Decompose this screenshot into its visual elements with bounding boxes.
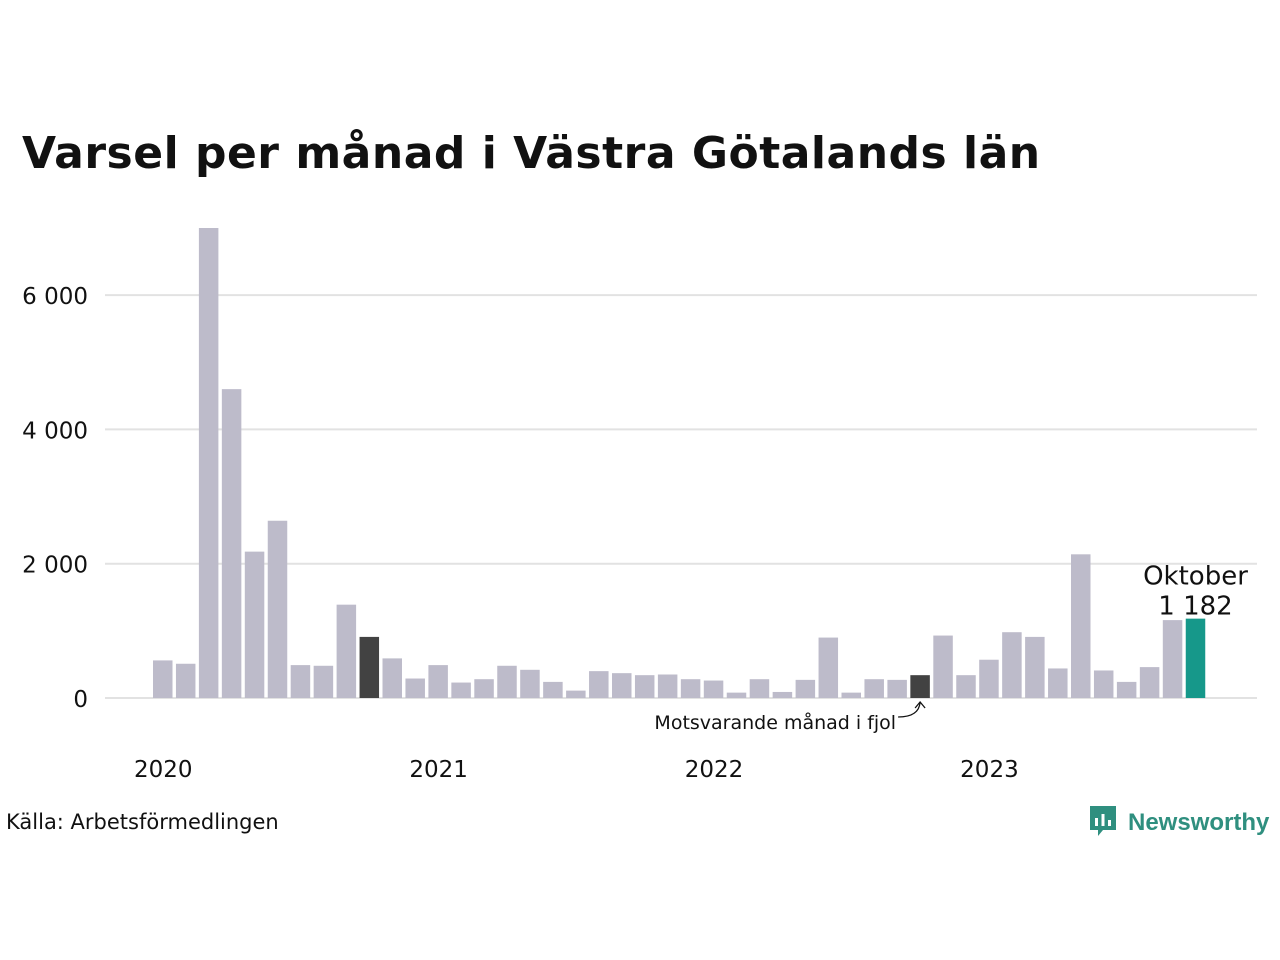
bar [1093, 670, 1114, 698]
bar [887, 679, 907, 698]
bar [772, 691, 793, 698]
y-tick-label: 6 000 [22, 284, 88, 310]
bar [244, 551, 265, 698]
x-tick-label: 2020 [134, 757, 193, 783]
bar-same-month-last-year [910, 675, 930, 698]
bar [680, 679, 701, 698]
bar [1025, 636, 1045, 698]
y-tick-label: 0 [73, 687, 88, 713]
y-tick-label: 4 000 [22, 418, 88, 444]
bar [267, 520, 288, 698]
bar [726, 692, 747, 698]
bar [1002, 632, 1022, 698]
bar [979, 659, 999, 698]
annotation-arrowhead [914, 700, 926, 709]
x-tick-label: 2021 [409, 757, 468, 783]
x-tick-label: 2022 [685, 757, 744, 783]
bar [1116, 681, 1137, 698]
bar [405, 678, 425, 698]
brand-name: Newsworthy [1128, 809, 1270, 836]
current-value-label: 1 182 [1158, 592, 1232, 622]
last-year-annotation: Motsvarande månad i fjol [654, 711, 896, 734]
bar [543, 681, 563, 698]
bar [703, 680, 724, 698]
bar [864, 679, 884, 698]
bar [336, 604, 357, 698]
y-tick-label: 2 000 [22, 553, 88, 579]
current-month-label: Oktober [1143, 562, 1248, 592]
x-tick-label: 2023 [960, 757, 1019, 783]
bar [221, 389, 242, 698]
bars [153, 228, 1206, 698]
bar [566, 690, 586, 698]
source-label: Källa: Arbetsförmedlingen [6, 810, 279, 834]
bar [520, 669, 540, 698]
bar [153, 660, 173, 698]
bar [198, 228, 219, 698]
bar [933, 635, 953, 698]
bar [1071, 554, 1091, 698]
bar [497, 665, 517, 698]
x-axis-ticks: 2020 2021 2022 2023 [134, 757, 1019, 783]
bar-same-month-last-year [359, 636, 380, 698]
y-axis-ticks: 0 2 000 4 000 6 000 [22, 284, 88, 713]
newsworthy-logo-icon [1088, 804, 1118, 842]
bar [175, 663, 196, 698]
bar [818, 637, 839, 698]
bar [841, 692, 861, 698]
bar [1048, 668, 1068, 698]
bar [1162, 620, 1183, 698]
bar [382, 658, 402, 698]
bar [634, 675, 655, 698]
annotation-arrow [898, 701, 921, 718]
brand-logo[interactable]: Newsworthy [1088, 804, 1269, 842]
bar-current [1185, 618, 1206, 698]
bar [474, 679, 494, 698]
bar [428, 665, 448, 698]
bar [313, 665, 334, 698]
bar [451, 682, 471, 698]
bar [589, 671, 609, 698]
chart-title: Varsel per månad i Västra Götalands län [22, 128, 1041, 179]
bar [290, 665, 311, 698]
bar [956, 675, 976, 698]
bar [1139, 667, 1160, 698]
bar [749, 679, 770, 698]
bar [795, 679, 816, 698]
annotations: Oktober 1 182 Motsvarande månad i fjol [654, 562, 1248, 734]
bar [657, 674, 678, 698]
bar [612, 673, 632, 698]
